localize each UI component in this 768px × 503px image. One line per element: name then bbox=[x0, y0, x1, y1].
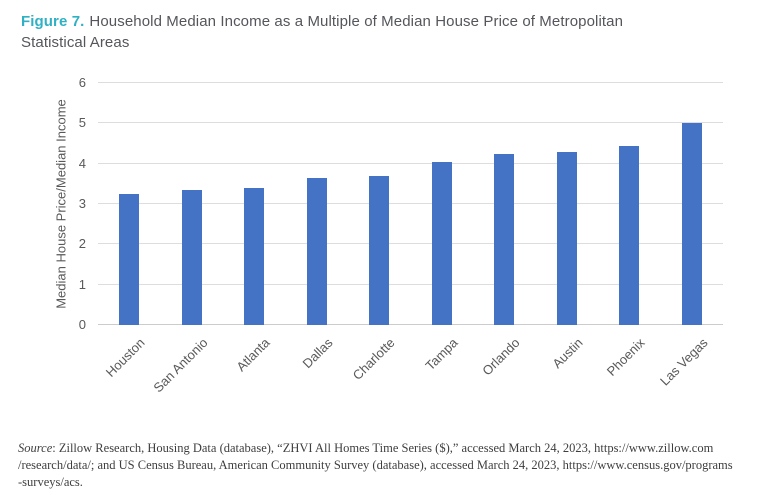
y-tick-6: 6 bbox=[78, 75, 86, 90]
figure-title: Figure 7. Household Median Income as a Mu… bbox=[21, 11, 741, 53]
gridline-3 bbox=[98, 203, 723, 204]
gridline-5 bbox=[98, 122, 723, 124]
gridline-0 bbox=[98, 324, 723, 325]
source-line2: /research/data/; and US Census Bureau, A… bbox=[18, 458, 733, 472]
y-tick-3: 3 bbox=[78, 196, 86, 211]
y-tick-0: 0 bbox=[78, 317, 86, 332]
gridline-1 bbox=[98, 283, 723, 285]
y-tick-4: 4 bbox=[78, 155, 86, 171]
y-tick-2: 2 bbox=[78, 236, 86, 252]
figure-title-line2: Statistical Areas bbox=[21, 34, 130, 51]
bar-houston bbox=[119, 193, 140, 325]
plot-area bbox=[98, 82, 723, 325]
figure-number-label: Figure 7. bbox=[21, 13, 85, 30]
bar-charlotte bbox=[369, 175, 390, 325]
source-line1-rest: : Zillow Research, Housing Data (databas… bbox=[52, 441, 714, 455]
figure-title-text: Household Median Income as a Multiple of… bbox=[89, 13, 624, 30]
source-note: Source: Zillow Research, Housing Data (d… bbox=[18, 440, 760, 491]
y-tick-5: 5 bbox=[78, 115, 86, 131]
source-label: Source bbox=[18, 441, 53, 455]
source-line1: Source: Zillow Research, Housing Data (d… bbox=[18, 440, 760, 457]
bar-phoenix bbox=[619, 145, 640, 325]
bar-orlando bbox=[494, 153, 515, 325]
bar-austin bbox=[556, 151, 577, 325]
gridline-4 bbox=[98, 162, 723, 164]
bar-dallas bbox=[306, 177, 327, 325]
gridline-2 bbox=[98, 243, 723, 245]
bar-tampa bbox=[431, 161, 452, 325]
bar-las-vegas bbox=[681, 123, 702, 325]
gridline-6 bbox=[98, 82, 723, 83]
source-line3: -surveys/acs. bbox=[18, 475, 83, 489]
y-tick-1: 1 bbox=[78, 276, 86, 292]
bar-atlanta bbox=[244, 187, 265, 325]
bar-san-antonio bbox=[181, 189, 202, 325]
figure-title-line1: Figure 7. Household Median Income as a Mu… bbox=[21, 11, 741, 32]
